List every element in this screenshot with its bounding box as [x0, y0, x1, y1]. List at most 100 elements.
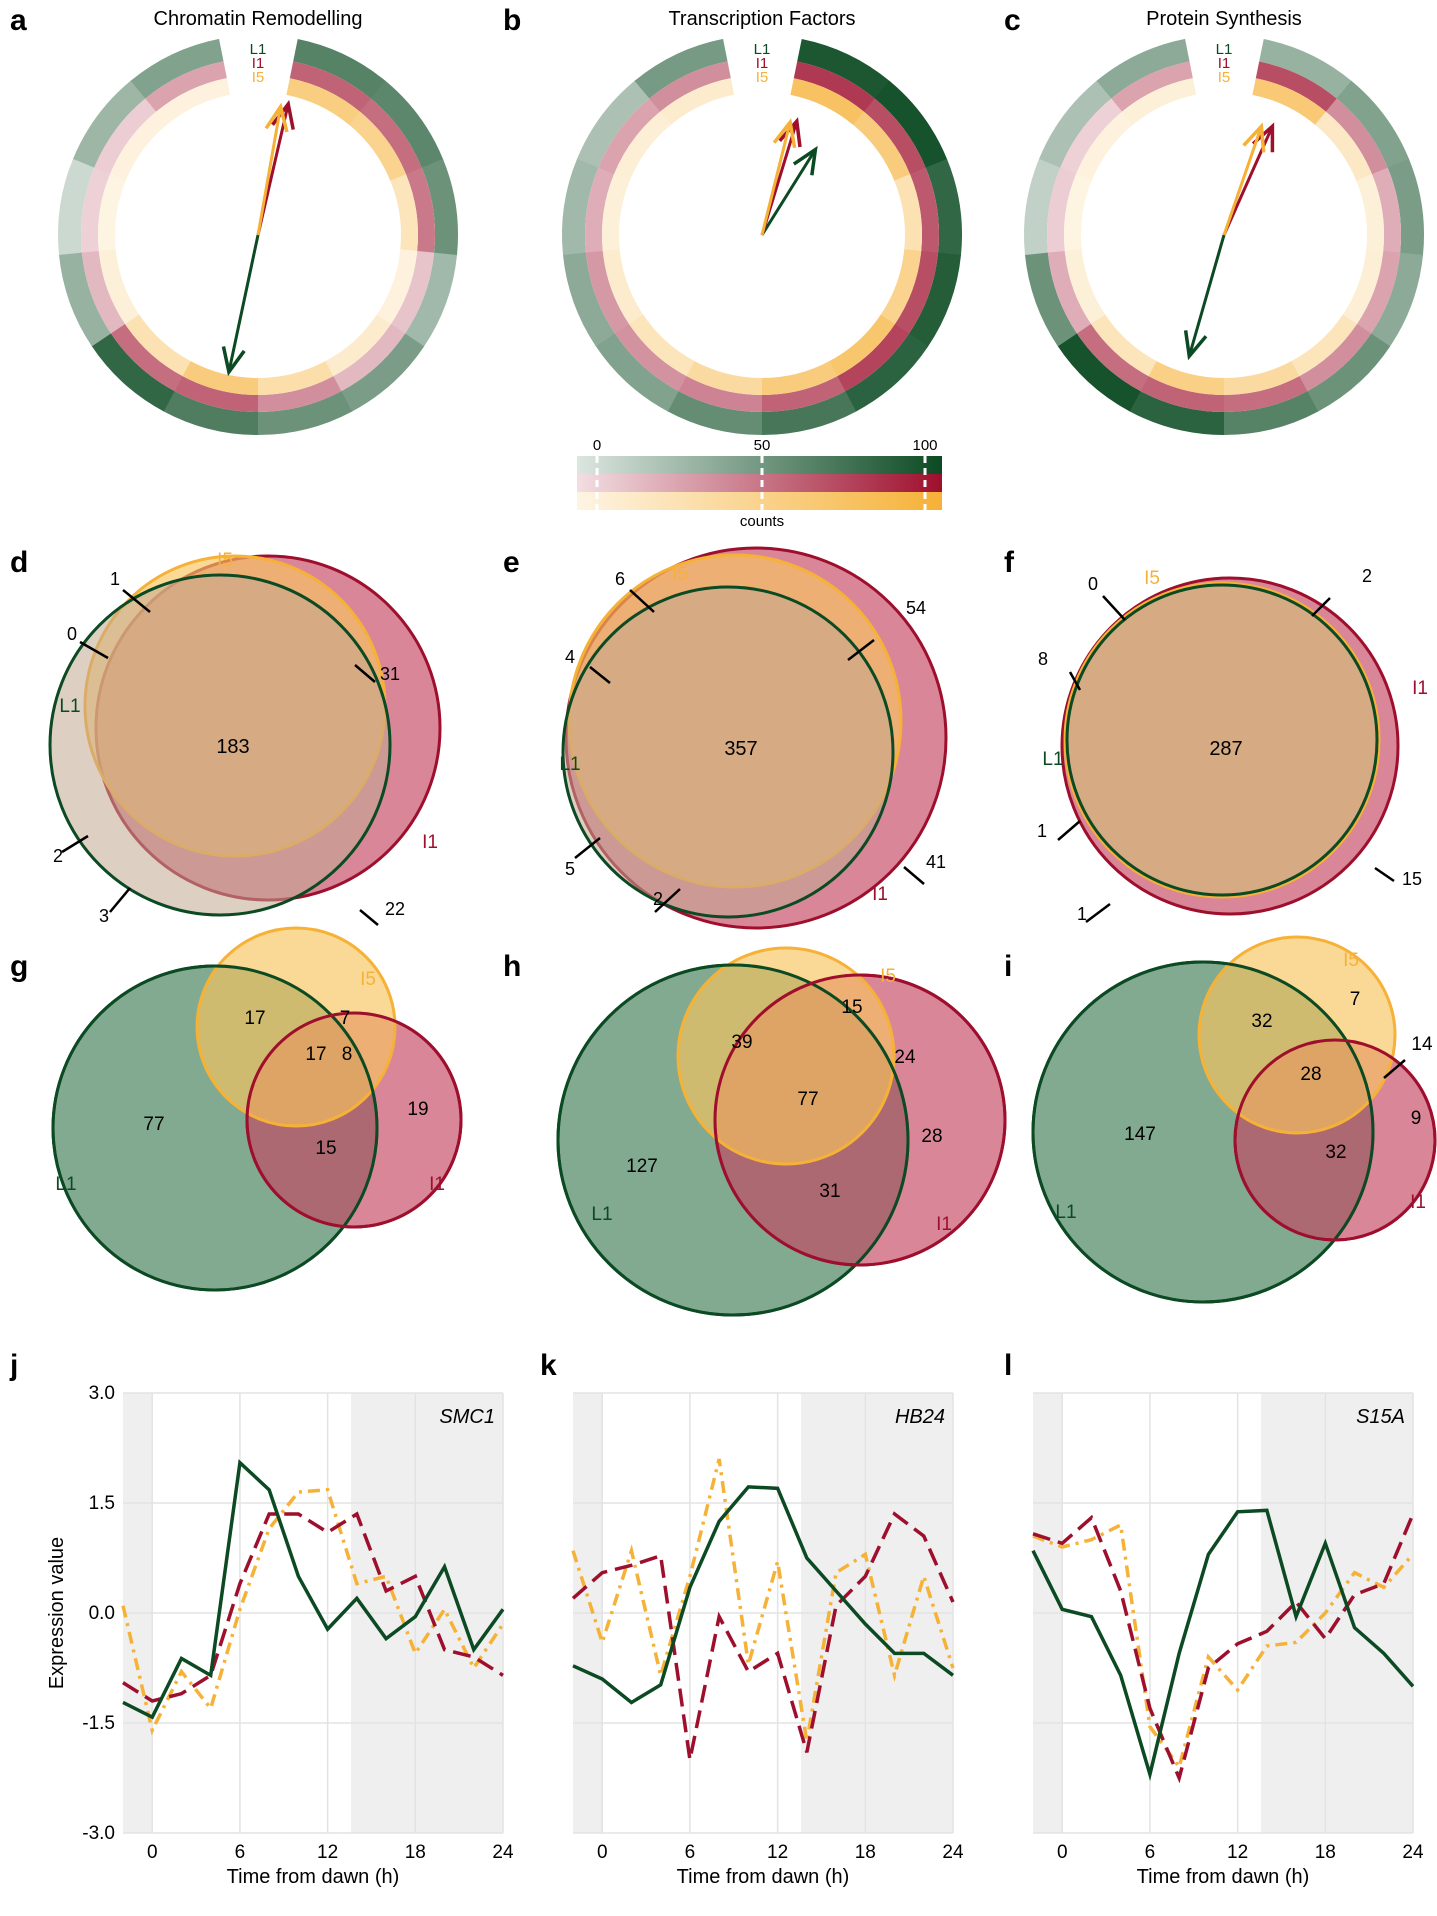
ring-segment-L1-b: [908, 252, 962, 347]
ring-segment-L1-b: [562, 158, 599, 255]
series-line-L1-k: [572, 1485, 955, 1705]
series-line-L1-l: [1031, 1508, 1415, 1782]
colorbar: 0 50 100 counts: [577, 437, 942, 530]
ring-segment-I5-a: [156, 78, 231, 125]
venn-set-label-L1-h: L1: [591, 1204, 612, 1225]
x-tick-label-j: 6: [235, 1842, 246, 1863]
x-axis-label-k: Time from dawn (h): [677, 1866, 850, 1888]
y-tick-label-j: -3.0: [82, 1823, 115, 1844]
venn-leader-e: [589, 666, 611, 684]
gene-label-l: S15A: [1356, 1406, 1405, 1428]
vector-I5-b: [760, 121, 792, 236]
venn-region-L1_I1-i: 32: [1325, 1142, 1346, 1163]
ring-label-I1-a: I1: [252, 55, 265, 72]
venn-set-label-I1-f: I1: [1412, 678, 1428, 699]
venn-count-f: 0: [1088, 574, 1098, 594]
ring-segment-L1-a: [293, 38, 386, 99]
y-tick-label-j: 3.0: [89, 1383, 115, 1404]
vector-head-I5-c: [1242, 122, 1266, 153]
venn-set-label-I5-f: I5: [1144, 568, 1160, 589]
venn-count-e: 5: [565, 859, 575, 879]
ring-segment-L1-a: [91, 332, 175, 412]
venn-set-label-L1-f: L1: [1042, 749, 1063, 770]
venn-leader-d: [122, 589, 151, 613]
venn-set-label-I5-h: I5: [880, 966, 896, 987]
venn-region-L1_I5-i: 32: [1251, 1011, 1272, 1032]
venn-leader-f: [1085, 903, 1111, 923]
ring-segment-L1-b: [667, 390, 762, 435]
ring-segment-I1-b: [894, 250, 939, 335]
ring-segment-I1-c: [1371, 167, 1401, 254]
venn-set-label-I1-e: I1: [872, 884, 888, 905]
vector-L1-a: [227, 234, 260, 373]
venn-region-all-h: 77: [797, 1089, 818, 1110]
vector-head-L1-b: [792, 145, 818, 176]
ring-segment-L1-b: [577, 80, 650, 168]
panel-letter-l: l: [1004, 1349, 1012, 1382]
ring-segment-I5-b: [601, 173, 630, 251]
ring-segment-I5-c: [1064, 173, 1092, 251]
venn-region-I5_only-h: 15: [841, 997, 862, 1018]
ring-segment-L1-a: [58, 251, 111, 347]
ring-segment-L1-b: [874, 80, 948, 169]
venn-region-L1_I5-g: 17: [244, 1008, 265, 1029]
series-line-I1-k: [571, 1511, 955, 1761]
ring-segment-I5-a: [376, 249, 418, 325]
x-tick-label-l: 0: [1057, 1842, 1068, 1863]
ring-segment-L1-c: [1336, 80, 1410, 169]
venn-count-d: 2: [53, 846, 63, 866]
venn-set-label-I1-g: I1: [429, 1174, 445, 1195]
ring-segment-I5-a: [286, 78, 361, 126]
venn-leader-e: [903, 866, 925, 885]
venn-leader-d: [354, 664, 376, 683]
ring-segment-L1-c: [1223, 391, 1319, 435]
ring-segment-L1-a: [340, 333, 425, 412]
ring-segment-I1-a: [145, 61, 227, 112]
ring-segment-I1-a: [174, 375, 258, 412]
vector-head-I1-c: [1251, 122, 1275, 153]
ring-segment-I1-b: [761, 376, 846, 412]
ring-segment-L1-c: [1057, 332, 1141, 412]
panel-letter-e: e: [503, 546, 520, 579]
ring-segment-I5-c: [1252, 78, 1327, 126]
x-axis-label-j: Time from dawn (h): [227, 1866, 400, 1888]
venn-leader-f: [1102, 595, 1126, 621]
ring-segment-L1-b: [595, 332, 679, 412]
vector-L1-c: [1187, 234, 1226, 357]
y-tick-label-j: 1.5: [89, 1493, 115, 1514]
ring-segment-I1-c: [1298, 324, 1372, 392]
colorbar-row-I1: [577, 474, 942, 492]
ring-label-L1-c: L1: [1216, 41, 1233, 58]
venn-circle-I5-i: [1197, 935, 1397, 1135]
ring-segment-I5-b: [828, 314, 895, 377]
venn-count-e: 4: [565, 647, 575, 667]
venn-set-label-L1-d: L1: [59, 696, 80, 717]
venn-leader-e: [574, 837, 601, 859]
ring-label-I1-b: I1: [756, 55, 769, 72]
x-tick-label-k: 6: [685, 1842, 696, 1863]
ring-segment-I5-c: [1290, 314, 1357, 377]
venn-region-all-i: 28: [1300, 1064, 1321, 1085]
venn-count-d: 0: [67, 624, 77, 644]
ring-segment-I1-a: [289, 61, 372, 113]
ring-label-I5-c: I5: [1218, 69, 1231, 86]
ring-label-I1-c: I1: [1218, 55, 1231, 72]
gene-label-k: HB24: [895, 1406, 945, 1428]
venn-leader-d: [109, 887, 131, 913]
ring-label-L1-a: L1: [250, 41, 267, 58]
venn-set-label-I5-i: I5: [1343, 950, 1359, 971]
ring-segment-I5-a: [182, 360, 258, 396]
y-tick-label-j: 0.0: [89, 1603, 115, 1624]
venn-count-d: 31: [380, 664, 400, 684]
ring-segment-I5-a: [124, 314, 191, 377]
ring-segment-I1-a: [359, 98, 422, 175]
x-tick-label-j: 24: [492, 1842, 514, 1863]
venn-count-center-e: 357: [724, 738, 757, 760]
venn-count-e: 2: [653, 889, 663, 909]
venn-region-I1_only-g: 19: [407, 1099, 428, 1120]
panel-letter-k: k: [540, 1349, 557, 1382]
vector-head-I5-a: [264, 102, 289, 133]
ring-segment-I1-a: [390, 250, 435, 335]
